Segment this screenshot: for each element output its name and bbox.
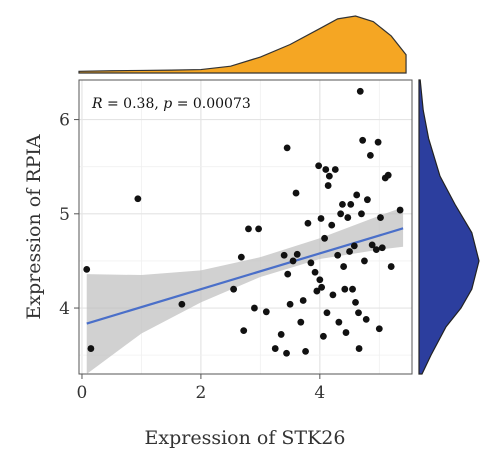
x-tick-label: 2	[195, 383, 206, 403]
data-point	[339, 200, 346, 208]
marginal-density-x-curve	[78, 15, 407, 74]
data-point	[350, 242, 358, 250]
p-value: = 0.00073	[177, 96, 251, 112]
data-point	[245, 225, 252, 233]
marginal-density-y-curve	[418, 79, 480, 375]
data-point	[346, 248, 353, 255]
data-point	[311, 268, 319, 276]
data-point	[277, 331, 285, 338]
data-point	[297, 318, 305, 326]
data-point	[292, 189, 300, 197]
marginal-density-y	[418, 79, 480, 375]
data-point	[313, 287, 321, 295]
data-point	[271, 345, 279, 352]
axis-ticks: 0 2 4 4 5 6	[59, 111, 325, 403]
p-label: p	[163, 96, 172, 112]
data-point	[318, 283, 326, 291]
data-points	[83, 87, 404, 357]
data-point	[340, 263, 348, 270]
data-point	[307, 259, 315, 267]
data-point	[328, 221, 336, 229]
data-point	[361, 257, 368, 265]
data-point	[366, 151, 374, 159]
data-point	[283, 349, 290, 357]
x-tick-label: 4	[314, 383, 325, 403]
data-point	[321, 234, 328, 242]
data-point	[178, 300, 186, 308]
y-axis-label: Expression of RPIA	[23, 134, 45, 319]
r-value: = 0.38,	[107, 96, 159, 112]
data-point	[87, 345, 95, 352]
data-point	[356, 87, 364, 95]
x-tick-label: 0	[77, 383, 88, 403]
data-point	[387, 263, 395, 270]
data-point	[337, 210, 345, 218]
y-tick-label: 6	[59, 111, 70, 131]
data-point	[302, 347, 309, 355]
data-point	[353, 191, 361, 199]
data-point	[349, 285, 356, 293]
data-point	[317, 215, 325, 222]
data-point	[374, 138, 382, 146]
data-point	[319, 332, 327, 340]
data-point	[334, 251, 342, 259]
data-point	[362, 315, 370, 323]
data-point	[323, 309, 331, 317]
data-point	[359, 136, 367, 144]
regression-line	[86, 227, 404, 325]
data-point	[289, 257, 297, 265]
data-point	[355, 309, 362, 317]
data-point	[355, 345, 363, 352]
confidence-band	[86, 207, 404, 374]
plot-border	[78, 79, 413, 375]
data-point	[230, 285, 238, 293]
data-point	[255, 225, 262, 233]
data-point	[240, 327, 248, 335]
data-point	[329, 291, 337, 299]
data-point	[378, 244, 386, 252]
data-point	[324, 182, 332, 189]
marginal-density-x	[78, 15, 407, 74]
data-point	[396, 206, 404, 214]
data-point	[331, 166, 339, 173]
data-point	[286, 300, 294, 308]
data-point	[344, 214, 352, 221]
data-point	[322, 166, 330, 173]
data-point	[283, 144, 291, 152]
data-point	[341, 285, 349, 293]
data-point	[372, 246, 380, 254]
data-point	[384, 171, 392, 179]
data-point	[335, 318, 343, 326]
data-point	[316, 276, 324, 284]
data-point	[83, 266, 91, 273]
data-point	[358, 210, 365, 218]
r-label: R	[91, 96, 103, 112]
data-point	[280, 251, 288, 259]
data-point	[293, 250, 301, 258]
y-tick-label: 4	[59, 299, 70, 319]
data-point	[284, 270, 292, 278]
data-point	[134, 195, 142, 203]
data-point	[325, 172, 333, 180]
data-point	[375, 325, 383, 333]
data-point	[377, 214, 384, 221]
data-point	[352, 298, 359, 306]
data-point	[299, 297, 307, 304]
data-point	[251, 304, 258, 312]
data-point	[237, 253, 245, 261]
y-tick-label: 5	[59, 205, 70, 225]
data-point	[368, 241, 376, 249]
data-point	[364, 196, 371, 204]
data-point	[304, 219, 312, 227]
correlation-annotation: R = 0.38, p = 0.00073	[91, 96, 251, 112]
data-point	[262, 308, 270, 316]
x-axis-label: Expression of STK26	[145, 427, 346, 449]
data-point	[342, 329, 350, 336]
data-point	[347, 200, 355, 208]
data-point	[315, 162, 323, 170]
